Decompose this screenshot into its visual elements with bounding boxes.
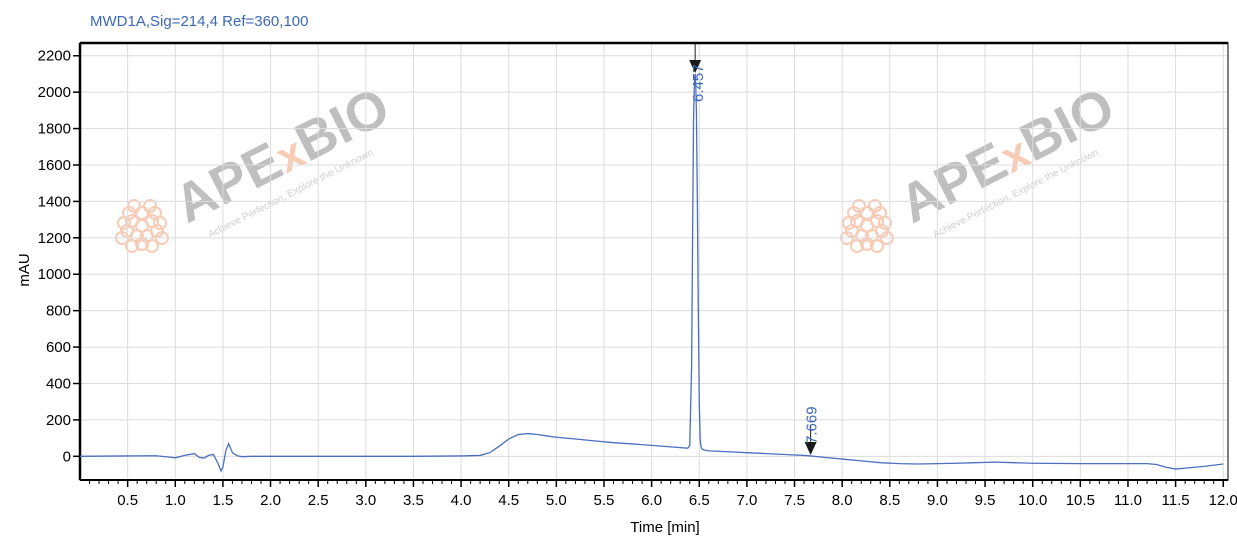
- x-tick-label: 9.5: [975, 492, 996, 509]
- x-axis-title: Time [min]: [630, 519, 699, 536]
- y-tick-label: 400: [46, 375, 71, 392]
- y-tick-label: 1400: [38, 193, 71, 210]
- apexbio-logo-icon: [840, 199, 894, 253]
- y-tick-label: 1000: [38, 266, 71, 283]
- x-tick-label: 7.5: [784, 492, 805, 509]
- x-tick-label: 1.0: [165, 492, 186, 509]
- x-tick-label: 12.0: [1209, 492, 1237, 509]
- signal-title: MWD1A,Sig=214,4 Ref=360,100: [90, 13, 308, 30]
- y-tick-label: 1600: [38, 157, 71, 174]
- y-axis-ticks: 0 200 400 600 800 1000 1200 1400 1600 1800 2000 220…: [38, 48, 80, 465]
- x-tick-label: 7.0: [736, 492, 757, 509]
- peak-label: 7.669: [804, 406, 821, 444]
- apexbio-logo-icon: [115, 199, 169, 253]
- x-tick-label: 10.5: [1066, 492, 1095, 509]
- x-tick-label: 1.5: [212, 492, 233, 509]
- x-tick-label: 3.5: [403, 492, 424, 509]
- y-tick-label: 600: [46, 339, 71, 356]
- series-layer: [79, 73, 1224, 473]
- x-axis-ticks: 0.5 1.0 1.5 2.0 2.5 3.0 3.5 4.0 4.5 5.0 5.5 6.0 6.5 7…: [89, 480, 1237, 509]
- x-tick-label: 5.0: [546, 492, 567, 509]
- x-tick-label: 2.0: [260, 492, 281, 509]
- x-tick-label: 11.5: [1162, 492, 1190, 509]
- peak-marker: [689, 59, 702, 73]
- x-tick-label: 8.0: [832, 492, 853, 509]
- x-tick-label: 4.0: [451, 492, 472, 509]
- y-tick-label: 1800: [38, 121, 71, 138]
- x-tick-label: 2.5: [308, 492, 329, 509]
- x-tick-label: 10.0: [1018, 492, 1047, 509]
- y-tick-label: 2200: [38, 48, 71, 65]
- y-tick-label: 1200: [38, 230, 71, 247]
- x-tick-label: 9.0: [927, 492, 948, 509]
- peak-label: 6.457: [690, 64, 707, 102]
- grid: [80, 43, 1228, 480]
- x-tick-label: 11.0: [1114, 492, 1142, 509]
- peak-marker: [804, 441, 817, 455]
- x-tick-label: 6.5: [689, 492, 710, 509]
- x-tick-label: 8.5: [879, 492, 900, 509]
- y-tick-label: 2000: [38, 84, 71, 101]
- peak-annotations: 6.457 7.669: [689, 43, 821, 455]
- x-tick-label: 4.5: [498, 492, 519, 509]
- y-tick-label: 200: [46, 412, 71, 429]
- x-tick-label: 3.0: [355, 492, 376, 509]
- chromatogram-line: [79, 73, 1224, 473]
- y-tick-label: 800: [46, 303, 71, 320]
- x-tick-label: 0.5: [117, 492, 138, 509]
- x-tick-label: 6.0: [641, 492, 662, 509]
- y-axis-title: mAU: [16, 253, 33, 286]
- x-tick-label: 5.5: [594, 492, 615, 509]
- y-tick-label: 0: [63, 448, 71, 465]
